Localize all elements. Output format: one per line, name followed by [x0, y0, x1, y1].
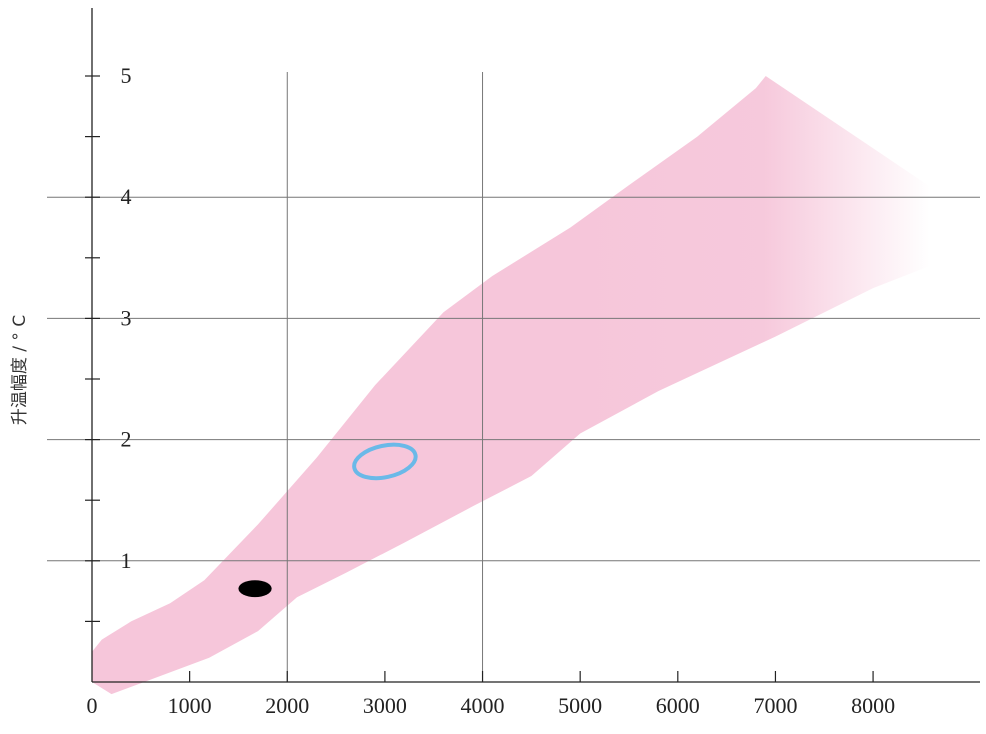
- y-tick-label-3: 3: [121, 305, 132, 330]
- y-axis-label: 升温幅度 / ° C: [10, 315, 30, 425]
- x-tick-label-6000: 6000: [656, 693, 700, 718]
- y-tick-label-4: 4: [121, 184, 132, 209]
- y-tick-label-5: 5: [121, 63, 132, 88]
- x-tick-label-8000: 8000: [851, 693, 895, 718]
- x-tick-label-1000: 1000: [168, 693, 212, 718]
- x-tick-label-4000: 4000: [461, 693, 505, 718]
- x-tick-label-0: 0: [87, 693, 98, 718]
- x-tick-label-2000: 2000: [265, 693, 309, 718]
- x-tick-label-5000: 5000: [558, 693, 602, 718]
- y-tick-label-2: 2: [121, 427, 132, 452]
- uncertainty-band: [92, 76, 986, 695]
- x-tick-label-3000: 3000: [363, 693, 407, 718]
- marker-filled-0: [238, 580, 272, 598]
- y-tick-label-1: 1: [121, 548, 132, 573]
- marker-ring-1: [352, 442, 418, 481]
- x-tick-label-7000: 7000: [753, 693, 797, 718]
